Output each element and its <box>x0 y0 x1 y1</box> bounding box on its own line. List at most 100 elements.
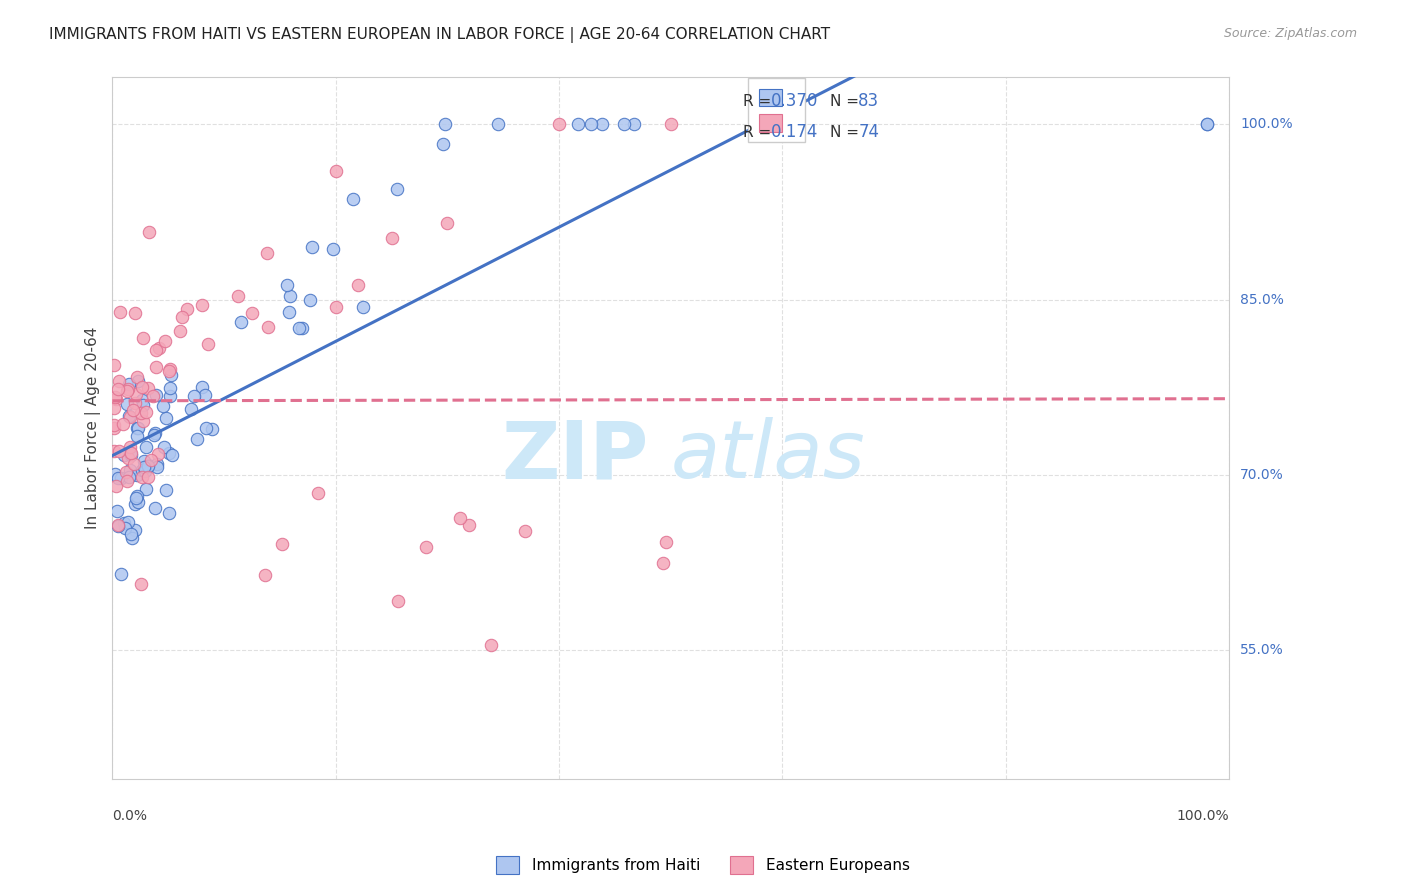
Point <box>567 117 589 131</box>
Point <box>159 381 181 395</box>
Point <box>118 463 141 477</box>
Point <box>108 305 131 319</box>
Point <box>271 537 294 551</box>
Point <box>136 469 159 483</box>
Point <box>146 457 169 471</box>
Point <box>117 451 139 466</box>
Point <box>117 377 139 392</box>
Text: R =: R = <box>744 94 776 109</box>
Point <box>125 491 148 505</box>
Point <box>107 374 129 388</box>
Text: 74: 74 <box>858 123 879 141</box>
Point <box>143 425 166 440</box>
Point <box>124 396 146 410</box>
Point <box>134 460 156 475</box>
Point <box>299 293 322 307</box>
Point <box>143 501 166 516</box>
Point <box>131 463 153 477</box>
Text: 0.0%: 0.0% <box>112 809 148 823</box>
Point <box>105 504 128 518</box>
Point <box>240 306 263 320</box>
Point <box>1195 117 1218 131</box>
Point <box>104 467 127 481</box>
Point <box>122 457 145 471</box>
Point <box>136 458 159 472</box>
Text: 100.0%: 100.0% <box>1240 117 1292 131</box>
Point <box>146 460 169 475</box>
Point <box>120 448 142 462</box>
Point <box>278 288 301 302</box>
Point <box>135 440 157 454</box>
Point <box>103 443 125 458</box>
Point <box>153 334 176 349</box>
Point <box>301 240 323 254</box>
Point <box>157 364 180 378</box>
Point <box>131 380 153 394</box>
Point <box>176 301 198 316</box>
Point <box>127 467 149 482</box>
Point <box>124 306 146 320</box>
Point <box>479 638 502 652</box>
Point <box>138 225 160 239</box>
Point <box>103 418 125 433</box>
Point <box>153 441 176 455</box>
Point <box>433 117 456 131</box>
Point <box>652 556 675 570</box>
Point <box>131 392 153 407</box>
Point <box>186 432 208 446</box>
Point <box>257 320 280 334</box>
Point <box>127 374 149 388</box>
Point <box>135 405 157 419</box>
Point <box>170 310 193 324</box>
Point <box>145 387 167 401</box>
Point <box>201 421 224 435</box>
Text: ZIP: ZIP <box>501 417 648 495</box>
Point <box>659 117 682 131</box>
Point <box>103 421 125 435</box>
Point <box>121 531 143 545</box>
Point <box>197 337 219 351</box>
Point <box>613 117 636 131</box>
Point <box>124 497 146 511</box>
Point <box>120 446 142 460</box>
Point <box>148 447 170 461</box>
Point <box>347 278 370 293</box>
Point <box>131 331 153 345</box>
Legend: Immigrants from Haiti, Eastern Europeans: Immigrants from Haiti, Eastern Europeans <box>491 850 915 880</box>
Point <box>114 521 136 535</box>
Point <box>107 382 129 396</box>
Point <box>104 390 127 404</box>
Point <box>107 471 129 485</box>
Point <box>160 448 183 462</box>
Point <box>127 420 149 434</box>
Point <box>256 245 278 260</box>
Point <box>291 321 314 335</box>
Text: 0.370: 0.370 <box>770 92 818 111</box>
Point <box>142 427 165 442</box>
Point <box>159 361 181 376</box>
Text: 85.0%: 85.0% <box>1240 293 1284 307</box>
Point <box>155 410 177 425</box>
Point <box>129 406 152 420</box>
Point <box>131 469 153 483</box>
Point <box>139 453 162 467</box>
Point <box>579 117 602 131</box>
Point <box>114 465 136 479</box>
Y-axis label: In Labor Force | Age 20-64: In Labor Force | Age 20-64 <box>86 327 101 529</box>
Point <box>118 409 141 424</box>
Point <box>432 136 454 151</box>
Point <box>112 417 135 432</box>
Text: 100.0%: 100.0% <box>1177 809 1229 823</box>
Point <box>183 389 205 403</box>
Point <box>1195 117 1218 131</box>
Text: N =: N = <box>831 125 865 140</box>
Point <box>148 342 170 356</box>
Point <box>157 507 180 521</box>
Point <box>125 429 148 443</box>
Text: Source: ZipAtlas.com: Source: ZipAtlas.com <box>1223 27 1357 40</box>
Point <box>132 398 155 412</box>
Point <box>380 231 402 245</box>
Point <box>132 453 155 467</box>
Point <box>169 324 191 338</box>
Point <box>120 441 142 455</box>
